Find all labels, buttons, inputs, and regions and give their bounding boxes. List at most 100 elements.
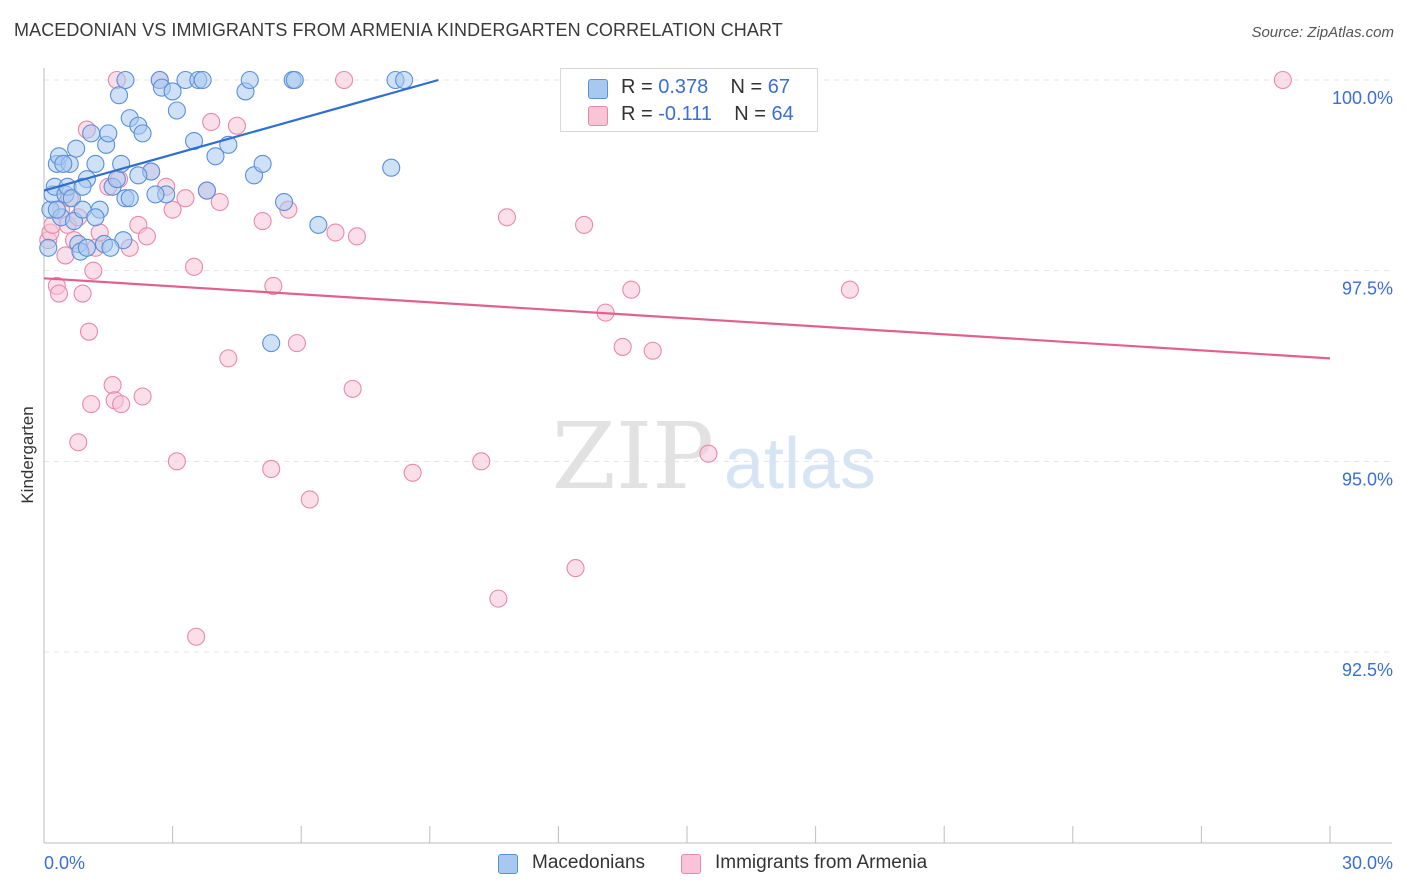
legend-n-value: 67: [767, 76, 791, 98]
data-point: [116, 70, 135, 90]
data-point: [77, 238, 96, 257]
watermark: ZIP atlas: [552, 403, 876, 510]
data-point: [39, 238, 58, 257]
data-point: [326, 223, 345, 242]
data-point: [275, 192, 294, 212]
data-point: [103, 376, 122, 395]
bottom-legend-label: Macedonians: [532, 852, 646, 873]
data-point: [73, 284, 92, 303]
blue-swatch: [498, 854, 518, 874]
data-point: [67, 139, 86, 158]
data-point: [262, 334, 281, 353]
y-tick-label: 95.0%: [1342, 469, 1393, 489]
data-point: [86, 154, 105, 173]
macedonian-points: [39, 70, 414, 353]
data-point: [566, 559, 585, 578]
data-point: [109, 86, 129, 105]
tick-labels: 92.5% 95.0% 97.5% 100.0% 0.0% 30.0%: [44, 88, 1393, 873]
data-point: [146, 185, 165, 204]
data-point: [395, 70, 414, 90]
data-point: [137, 227, 156, 246]
data-point: [699, 444, 718, 463]
data-point: [163, 82, 182, 101]
pink-swatch: [681, 854, 701, 874]
data-point: [193, 70, 212, 90]
data-point: [99, 124, 118, 143]
data-point: [643, 341, 662, 360]
data-point: [176, 189, 195, 208]
data-point: [133, 124, 152, 143]
data-point: [82, 395, 101, 414]
data-point: [285, 70, 304, 90]
data-point: [62, 189, 81, 208]
blue-swatch: [588, 79, 608, 99]
data-point: [1273, 70, 1292, 90]
data-point: [202, 112, 221, 131]
data-point: [227, 116, 246, 135]
data-point: [240, 70, 259, 90]
y-tick-label: 97.5%: [1342, 279, 1393, 299]
y-tick-label: 92.5%: [1342, 660, 1393, 680]
data-point: [622, 280, 641, 299]
data-point: [86, 208, 105, 227]
data-point: [206, 147, 225, 166]
data-point: [210, 192, 229, 212]
data-point: [79, 322, 99, 341]
data-point: [197, 181, 216, 200]
legend-r-label: R =: [621, 76, 653, 98]
bottom-legend-label: Immigrants from Armenia: [715, 852, 928, 873]
legend-n-label: N =: [734, 103, 766, 125]
data-point: [253, 154, 272, 173]
source-label: Source: ZipAtlas.com: [1251, 24, 1394, 41]
armenia-trend-line: [43, 277, 1331, 360]
grid-lines: [44, 79, 1392, 653]
watermark-atlas: atlas: [724, 424, 876, 504]
legend-r-label: R =: [621, 103, 653, 125]
data-point: [107, 170, 126, 189]
data-point: [112, 395, 131, 414]
axes: [43, 68, 1392, 844]
data-point: [403, 463, 422, 482]
correlation-legend: R = 0.378 N = 67 R = -0.111 N = 64: [560, 68, 818, 132]
x-tick-label-min: 0.0%: [44, 853, 85, 873]
y-tick-label: 100.0%: [1332, 88, 1393, 108]
data-point: [613, 337, 632, 356]
data-point: [184, 257, 204, 276]
data-point: [497, 208, 517, 227]
data-point: [309, 215, 328, 234]
data-point: [262, 459, 281, 479]
data-point: [187, 627, 206, 646]
data-point: [129, 166, 148, 185]
data-point: [167, 452, 186, 471]
data-point: [253, 212, 272, 231]
chart-title: MACEDONIAN VS IMMIGRANTS FROM ARMENIA KI…: [14, 20, 783, 40]
legend-n-value: 64: [771, 103, 794, 125]
data-point: [49, 284, 69, 303]
data-point: [382, 158, 401, 177]
data-point: [73, 177, 92, 196]
data-point: [133, 387, 152, 406]
trend-lines: [43, 78, 1331, 360]
armenia-points: [39, 70, 1292, 646]
data-point: [287, 334, 306, 353]
data-point: [82, 124, 101, 143]
data-point: [489, 589, 508, 608]
data-point: [840, 280, 859, 299]
x-tick-label-max: 30.0%: [1342, 853, 1393, 873]
data-point: [47, 200, 66, 219]
data-point: [347, 227, 366, 246]
pink-swatch: [588, 106, 608, 126]
data-point: [264, 276, 283, 295]
data-point: [472, 452, 491, 471]
legend-r-value: -0.111: [658, 103, 712, 125]
watermark-zip: ZIP: [552, 403, 714, 510]
data-point: [219, 349, 238, 368]
data-point: [84, 261, 103, 280]
legend-r-value: 0.378: [658, 76, 709, 98]
data-point: [101, 238, 120, 257]
data-point: [54, 154, 73, 173]
data-point: [343, 379, 362, 398]
data-point: [163, 200, 182, 219]
macedonian-trend-line: [43, 78, 439, 192]
